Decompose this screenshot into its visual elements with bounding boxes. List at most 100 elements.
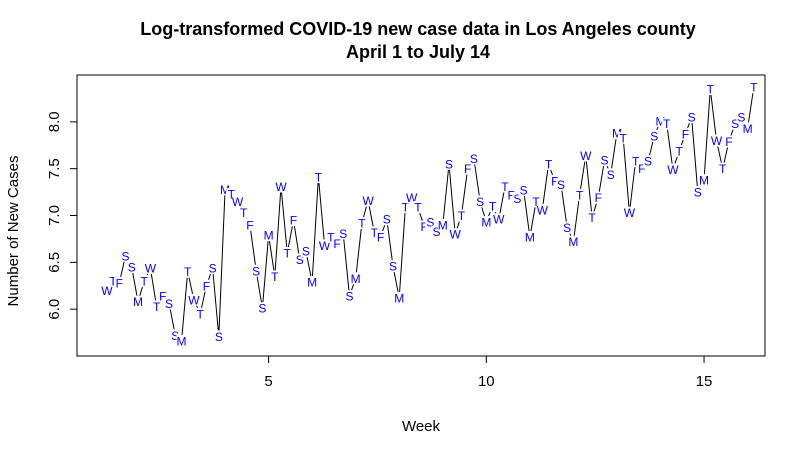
- point-backing: [381, 213, 392, 226]
- data-point-label: W: [667, 163, 679, 177]
- point-backing: [195, 307, 206, 320]
- data-point-label: S: [600, 154, 608, 168]
- data-point-label: S: [557, 178, 565, 192]
- data-point-label: W: [145, 261, 157, 275]
- point-backing: [350, 272, 361, 285]
- point-backing: [425, 216, 436, 229]
- data-point-label: T: [315, 171, 323, 185]
- point-backing: [388, 260, 399, 273]
- x-tick-label: 5: [264, 373, 272, 390]
- point-backing: [574, 188, 585, 201]
- point-backing: [618, 131, 629, 144]
- data-point-label: F: [464, 162, 471, 176]
- data-point-label: S: [389, 260, 397, 274]
- data-point-label: T: [750, 81, 758, 95]
- point-backing: [730, 117, 741, 130]
- data-point-label: S: [128, 261, 136, 275]
- data-point-label: T: [719, 162, 727, 176]
- point-backing: [487, 200, 498, 213]
- point-backing: [114, 276, 125, 289]
- data-point-label: F: [682, 128, 689, 142]
- data-point-label: S: [426, 216, 434, 230]
- point-backing: [723, 135, 734, 148]
- data-point-label: S: [688, 111, 696, 125]
- data-point-label: S: [296, 253, 304, 267]
- chart-subtitle: April 1 to July 14: [346, 42, 490, 62]
- data-point-label: W: [232, 195, 244, 209]
- point-backing: [699, 173, 710, 186]
- point-backing: [325, 231, 336, 244]
- point-backing: [257, 302, 268, 315]
- point-backing: [686, 111, 697, 124]
- point-backing: [132, 295, 143, 308]
- point-backing: [531, 195, 542, 208]
- point-backing: [630, 155, 641, 168]
- point-backing: [692, 186, 703, 199]
- point-backing: [611, 127, 622, 140]
- data-point-label: S: [258, 302, 266, 316]
- data-point-label: T: [402, 201, 410, 215]
- point-backing: [499, 180, 510, 193]
- point-backing: [151, 300, 162, 313]
- data-point-label: T: [196, 307, 204, 321]
- data-point-label: M: [743, 122, 753, 136]
- point-backing: [655, 114, 666, 127]
- data-point-label: W: [101, 284, 113, 298]
- data-point-label: M: [481, 216, 491, 230]
- data-point-label: S: [650, 129, 658, 143]
- data-point-label: T: [414, 201, 422, 215]
- point-backing: [369, 226, 380, 239]
- data-point-label: S: [445, 157, 453, 171]
- point-backing: [748, 81, 759, 94]
- point-backing: [313, 171, 324, 184]
- data-point-label: F: [508, 188, 515, 202]
- point-backing: [674, 144, 685, 157]
- point-backing: [108, 275, 119, 288]
- data-point-label: W: [275, 180, 287, 194]
- x-tick-label: 10: [478, 373, 495, 390]
- point-backing: [537, 203, 548, 216]
- data-point-label: T: [184, 265, 192, 279]
- point-backing: [562, 221, 573, 234]
- chart-title: Log-transformed COVID-19 new case data i…: [140, 19, 695, 39]
- data-point-label: S: [737, 111, 745, 125]
- point-backing: [568, 235, 579, 248]
- point-backing: [456, 209, 467, 222]
- point-backing: [667, 163, 678, 176]
- point-backing: [605, 168, 616, 181]
- point-backing: [661, 117, 672, 130]
- point-backing: [443, 157, 454, 170]
- data-point-label: T: [228, 187, 236, 201]
- point-backing: [624, 206, 635, 219]
- point-backing: [468, 152, 479, 165]
- data-point-label: F: [333, 237, 340, 251]
- data-point-label: S: [563, 221, 571, 235]
- data-point-label: F: [595, 191, 602, 205]
- point-backing: [636, 162, 647, 175]
- point-backing: [506, 188, 517, 201]
- point-backing: [188, 293, 199, 306]
- data-point-label: T: [271, 270, 279, 284]
- data-point-label: F: [116, 276, 123, 290]
- point-backing: [462, 162, 473, 175]
- point-backing: [182, 265, 193, 278]
- point-backing: [643, 155, 654, 168]
- point-backing: [549, 174, 560, 187]
- point-backing: [220, 183, 231, 196]
- point-backing: [475, 195, 486, 208]
- point-backing: [263, 229, 274, 242]
- data-point-label: S: [476, 195, 484, 209]
- data-point-label: F: [377, 231, 384, 245]
- data-point-label: T: [663, 117, 671, 131]
- data-point-label: F: [725, 135, 732, 149]
- x-axis: 5 10 15: [264, 356, 712, 390]
- data-point-label: S: [694, 186, 702, 200]
- data-point-label: M: [612, 127, 622, 141]
- point-backing: [213, 330, 224, 343]
- data-point-label: M: [133, 295, 143, 309]
- data-point-label: F: [290, 214, 297, 228]
- data-point-label: T: [545, 157, 553, 171]
- data-point-label: S: [433, 225, 441, 239]
- point-backing: [400, 201, 411, 214]
